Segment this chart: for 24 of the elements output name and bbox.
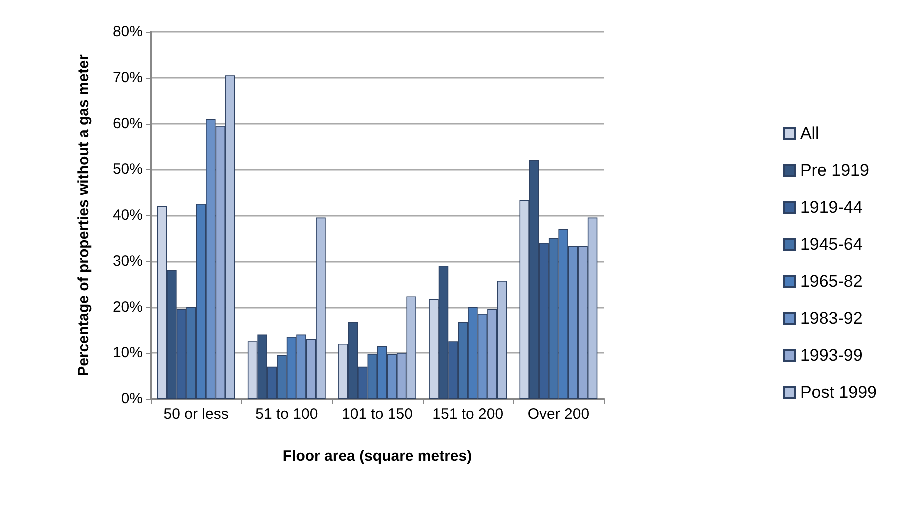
y-tick-label: 10% [112, 344, 143, 362]
legend-label: Post 1999 [800, 383, 878, 402]
y-axis-title: Percentage of properties without a gas meter [76, 54, 92, 376]
y-tick-label: 80% [112, 24, 143, 40]
y-tick-label: 20% [112, 298, 143, 316]
legend-label: 1993-99 [800, 346, 863, 365]
legend-label: 1983-92 [800, 309, 863, 328]
y-tick-label: 60% [112, 115, 143, 132]
legend-label: All [800, 124, 820, 143]
x-tick-label: 101 to 150 [342, 406, 413, 423]
y-tick-label: 0% [121, 390, 143, 408]
legend-label: Pre 1919 [800, 161, 870, 180]
x-tick-label: 151 to 200 [432, 406, 504, 423]
y-tick-label: 30% [112, 252, 143, 270]
x-tick-label: Over 200 [528, 406, 590, 423]
y-tick-label: 70% [112, 69, 143, 86]
legend-label: 1965-82 [800, 272, 863, 291]
x-axis-title: Floor area (square metres) [282, 448, 472, 465]
legend-label: 1945-64 [800, 235, 863, 254]
x-tick-label: 50 or less [164, 406, 229, 423]
legend-label: 1919-44 [800, 198, 863, 217]
y-tick-label: 50% [112, 161, 143, 178]
y-tick-label: 40% [112, 207, 143, 224]
x-tick-label: 51 to 100 [256, 406, 318, 423]
